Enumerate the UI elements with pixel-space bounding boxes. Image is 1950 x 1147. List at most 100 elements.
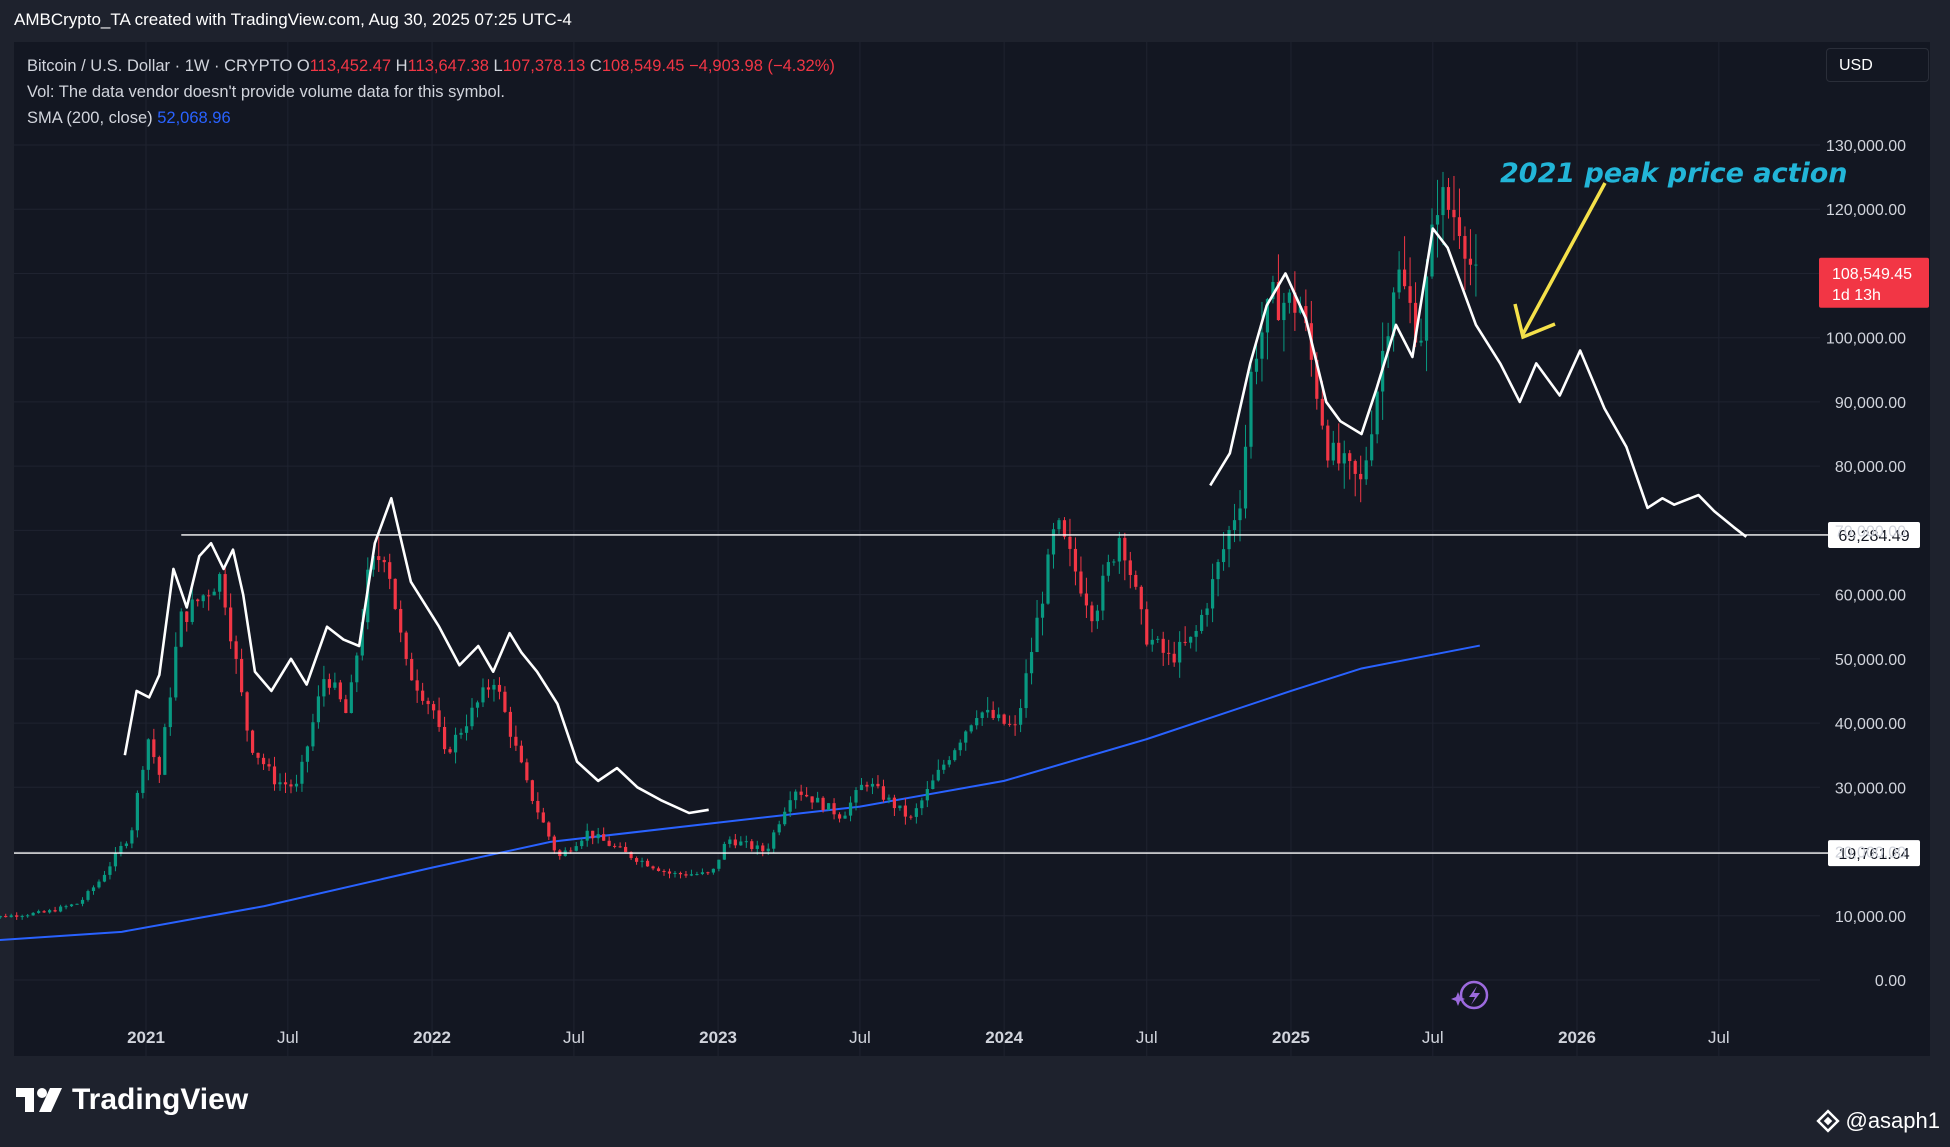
time-tick-label: Jul — [563, 1028, 585, 1047]
candle-body — [1326, 425, 1330, 461]
candle-body — [1068, 536, 1072, 549]
chart-header: AMBCrypto_TA created with TradingView.co… — [14, 10, 572, 29]
candle-body — [190, 599, 194, 622]
candle-body — [1216, 562, 1220, 580]
candle-body — [750, 841, 754, 849]
candle-body — [48, 910, 52, 913]
candle-body — [1013, 724, 1017, 726]
candle-body — [97, 881, 101, 888]
candle-body — [624, 846, 628, 853]
candle-body — [1293, 292, 1297, 313]
time-tick-label: 2024 — [985, 1028, 1023, 1047]
candle-body — [1364, 460, 1368, 480]
candle-body — [826, 803, 831, 811]
candle-body — [355, 655, 359, 683]
candle-body — [569, 850, 573, 852]
candle-body — [223, 574, 227, 608]
candle-body — [426, 700, 430, 705]
candle-body — [552, 836, 556, 851]
open-label: O — [296, 57, 310, 75]
time-tick-label: 2025 — [1272, 1028, 1310, 1047]
level-label: 69,284.49 — [1838, 528, 1909, 545]
candle-body — [1106, 562, 1110, 576]
last-price-value: 108,549.45 — [1832, 266, 1912, 283]
candle-body — [300, 761, 304, 784]
candle-body — [1370, 434, 1374, 461]
lightning-icon[interactable] — [1451, 980, 1489, 1010]
candle-body — [717, 859, 721, 869]
candle-body — [185, 611, 189, 622]
candle-body — [442, 726, 447, 750]
change-value: −4,903.98 (−4.32%) — [689, 57, 835, 75]
candle-body — [1435, 215, 1440, 225]
candle-body — [371, 556, 375, 570]
candle-body — [931, 780, 935, 790]
candle-body — [1315, 359, 1319, 399]
overlay-2021-pattern — [123, 227, 1748, 815]
candle-body — [464, 726, 469, 733]
candle-body — [1413, 302, 1418, 343]
candle-body — [794, 791, 798, 801]
candle-body — [240, 658, 244, 693]
candle-body — [821, 797, 825, 811]
candle-body — [146, 739, 150, 770]
candle-body — [783, 811, 787, 825]
candle-body — [892, 797, 897, 809]
time-tick-label: Jul — [849, 1028, 871, 1047]
author-name: @asaph1 — [1845, 1108, 1940, 1133]
candle-body — [1090, 605, 1094, 622]
tradingview-logo: TradingView — [16, 1083, 248, 1117]
candle-body — [174, 646, 178, 698]
candle-body — [415, 680, 419, 691]
candle-body — [1348, 453, 1352, 462]
candle-body — [1062, 520, 1067, 537]
currency-button[interactable]: USD — [1826, 48, 1929, 82]
bar-countdown: 1d 13h — [1832, 287, 1881, 304]
candle-body — [711, 868, 715, 873]
candle-body — [1386, 336, 1390, 351]
sma-label: SMA (200, close) — [27, 109, 153, 127]
price-tick-label: 50,000.00 — [1835, 652, 1906, 669]
candle-body — [80, 899, 85, 904]
diamond-icon — [1816, 1109, 1841, 1133]
candle-body — [788, 800, 792, 812]
candle-body — [201, 595, 205, 602]
candle-body — [887, 797, 891, 800]
candle-body — [695, 874, 699, 876]
price-tick-label: 120,000.00 — [1826, 202, 1906, 219]
candle-body — [1134, 575, 1138, 587]
time-tick-label: Jul — [1708, 1028, 1730, 1047]
candle-body — [344, 699, 348, 713]
high-value: 113,647.38 — [407, 57, 489, 75]
level-label-box — [1828, 840, 1920, 867]
candle-body — [997, 714, 1001, 719]
time-tick-label: 2026 — [1558, 1028, 1596, 1047]
candle-body — [113, 852, 118, 867]
candle-body — [1227, 530, 1231, 550]
candles — [0, 171, 1478, 920]
candle-body — [909, 816, 913, 818]
symbol-legend: Bitcoin / U.S. Dollar · 1W · CRYPTO O113… — [27, 53, 835, 131]
candle-body — [678, 872, 683, 875]
candle-body — [448, 749, 452, 753]
candle-body — [810, 796, 814, 803]
candle-body — [1238, 508, 1242, 521]
candle-body — [1430, 224, 1434, 277]
candle-body — [1474, 264, 1478, 266]
candle-body — [1271, 281, 1275, 300]
candle-body — [168, 697, 172, 728]
candle-body — [1051, 529, 1056, 555]
candle-body — [772, 832, 776, 849]
candle-body — [1057, 520, 1061, 530]
candle-body — [744, 841, 748, 843]
candle-body — [475, 702, 480, 708]
chart-frame[interactable] — [14, 42, 1930, 1056]
candle-body — [580, 840, 584, 847]
candle-body — [876, 783, 880, 787]
candle-body — [4, 915, 8, 918]
candle-body — [684, 874, 688, 876]
time-tick-label: Jul — [1422, 1028, 1444, 1047]
candle-body — [31, 912, 35, 916]
candle-body — [1018, 708, 1023, 725]
